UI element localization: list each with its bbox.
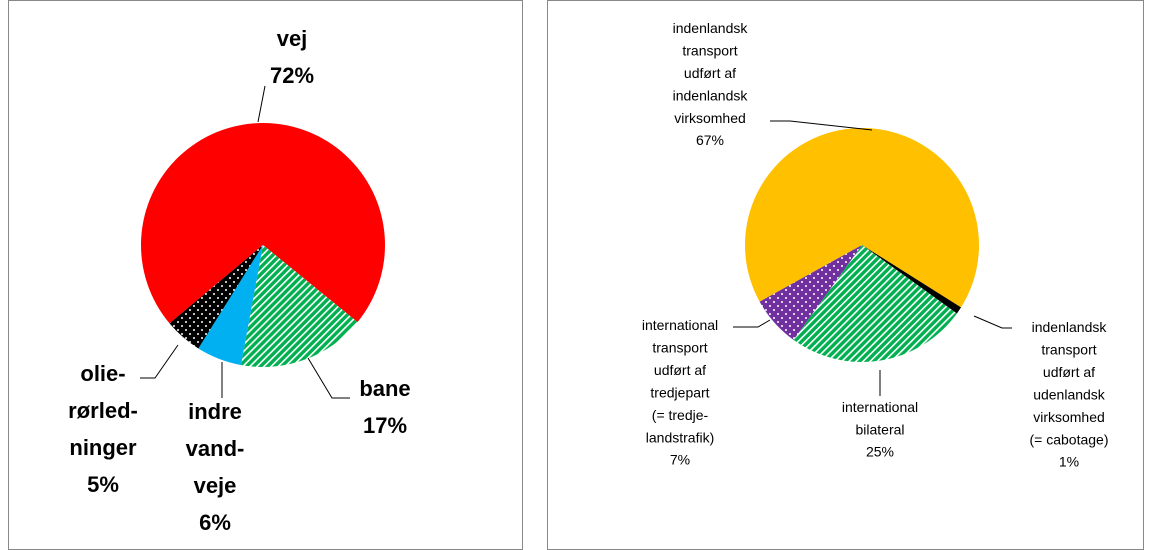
leader-line [140, 344, 179, 379]
slice-label: indenlandsk transport udført af udenlandsk v… [1030, 319, 1109, 448]
slice-label: indenlandsk transport udført af indenlandsk… [673, 20, 749, 126]
pie-slice [240, 245, 358, 368]
leader-line [257, 85, 266, 123]
leader-line [307, 357, 350, 399]
slice-label: international transport udført af tredjepar… [642, 317, 718, 446]
slice-label: indre vand-veje [186, 399, 245, 498]
slice-label: vej [277, 26, 308, 51]
slice-label: international bilateral [842, 399, 918, 438]
pie-slice [793, 245, 957, 363]
pie-slice [745, 127, 979, 308]
pie-slice [862, 245, 962, 314]
slice-value-label: 7% [670, 452, 690, 468]
slice-value-label: 17% [363, 413, 407, 438]
pie-slice [169, 245, 263, 349]
slice-value-label: 1% [1059, 454, 1079, 470]
slice-value-label: 67% [696, 132, 724, 148]
slice-value-label: 25% [866, 444, 894, 460]
leader-line [770, 120, 873, 131]
slice-label: olie-rørled-ninger [68, 361, 138, 460]
slice-value-label: 5% [87, 472, 119, 497]
pie-slice [759, 245, 862, 340]
pie-slice [198, 245, 263, 365]
slice-value-label: 6% [199, 510, 231, 535]
leader-line [733, 319, 771, 328]
slice-value-label: 72% [270, 63, 314, 88]
slice-label: bane [359, 376, 410, 401]
leader-line [973, 315, 1012, 329]
pie-slice [140, 122, 386, 324]
